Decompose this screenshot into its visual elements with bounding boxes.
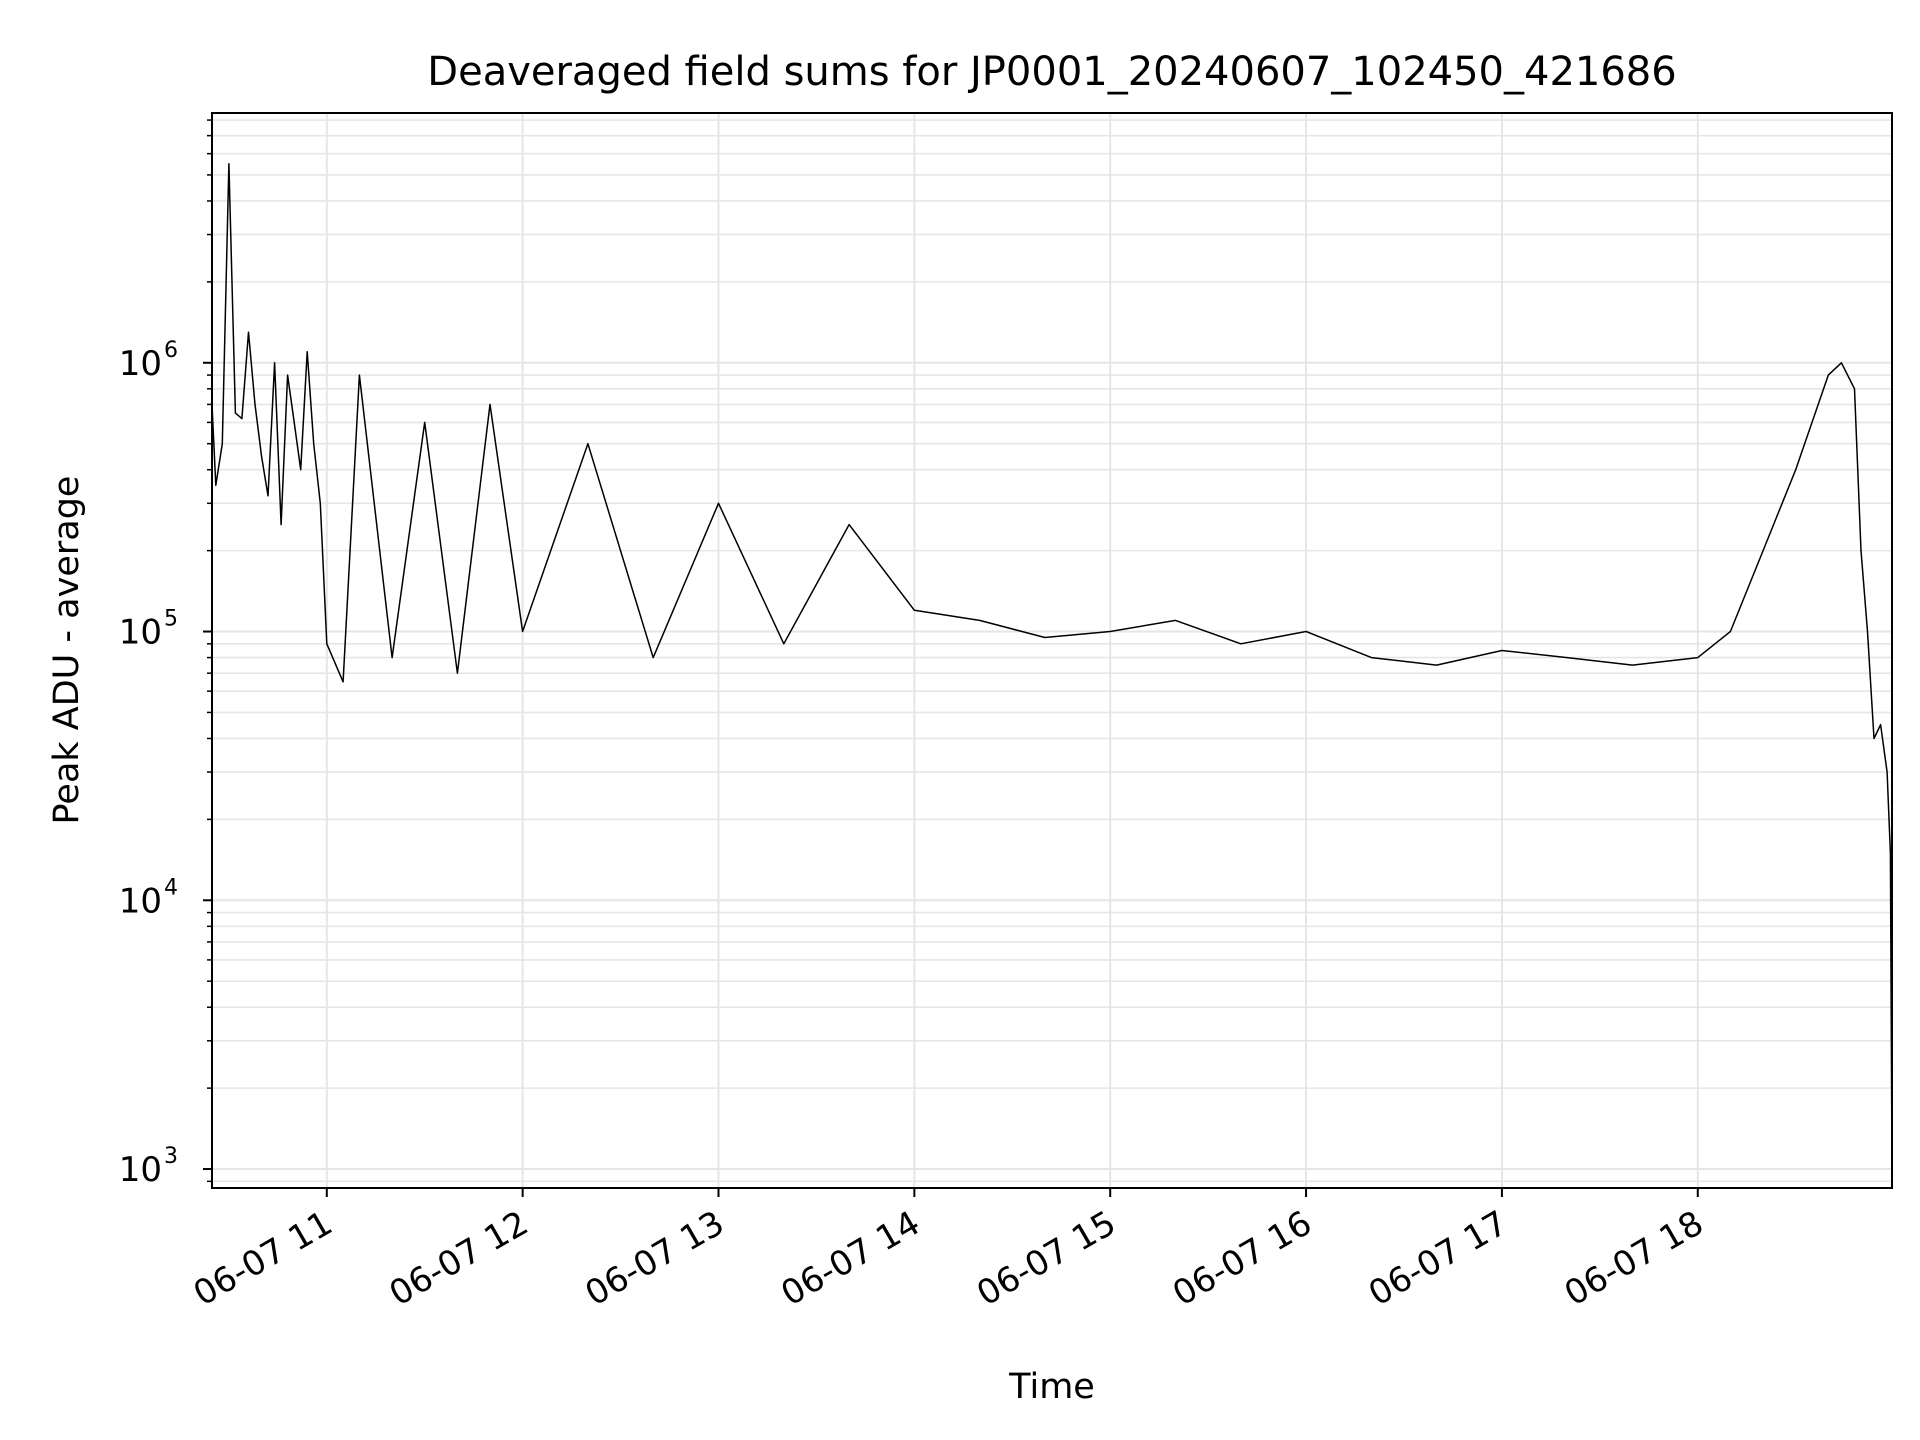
y-axis-label: Peak ADU - average: [47, 476, 87, 825]
y-tick-exponent: 4: [164, 875, 178, 900]
y-tick-exponent: 5: [164, 607, 178, 632]
y-tick-exponent: 3: [164, 1144, 178, 1169]
y-tick-label: 10: [119, 613, 162, 653]
grid: [212, 113, 1892, 1188]
series-line: [211, 163, 1893, 1170]
y-tick-label: 10: [119, 344, 162, 384]
y-tick-exponent: 6: [164, 338, 178, 363]
axes-frame: [211, 112, 1893, 1189]
y-tick-label: 10: [119, 1150, 162, 1190]
chart-title: Deaveraged field sums for JP0001_2024060…: [427, 49, 1676, 95]
plot-area: [211, 163, 1893, 1170]
y-tick-label: 10: [119, 881, 162, 921]
x-axis-label: Time: [1008, 1367, 1095, 1407]
